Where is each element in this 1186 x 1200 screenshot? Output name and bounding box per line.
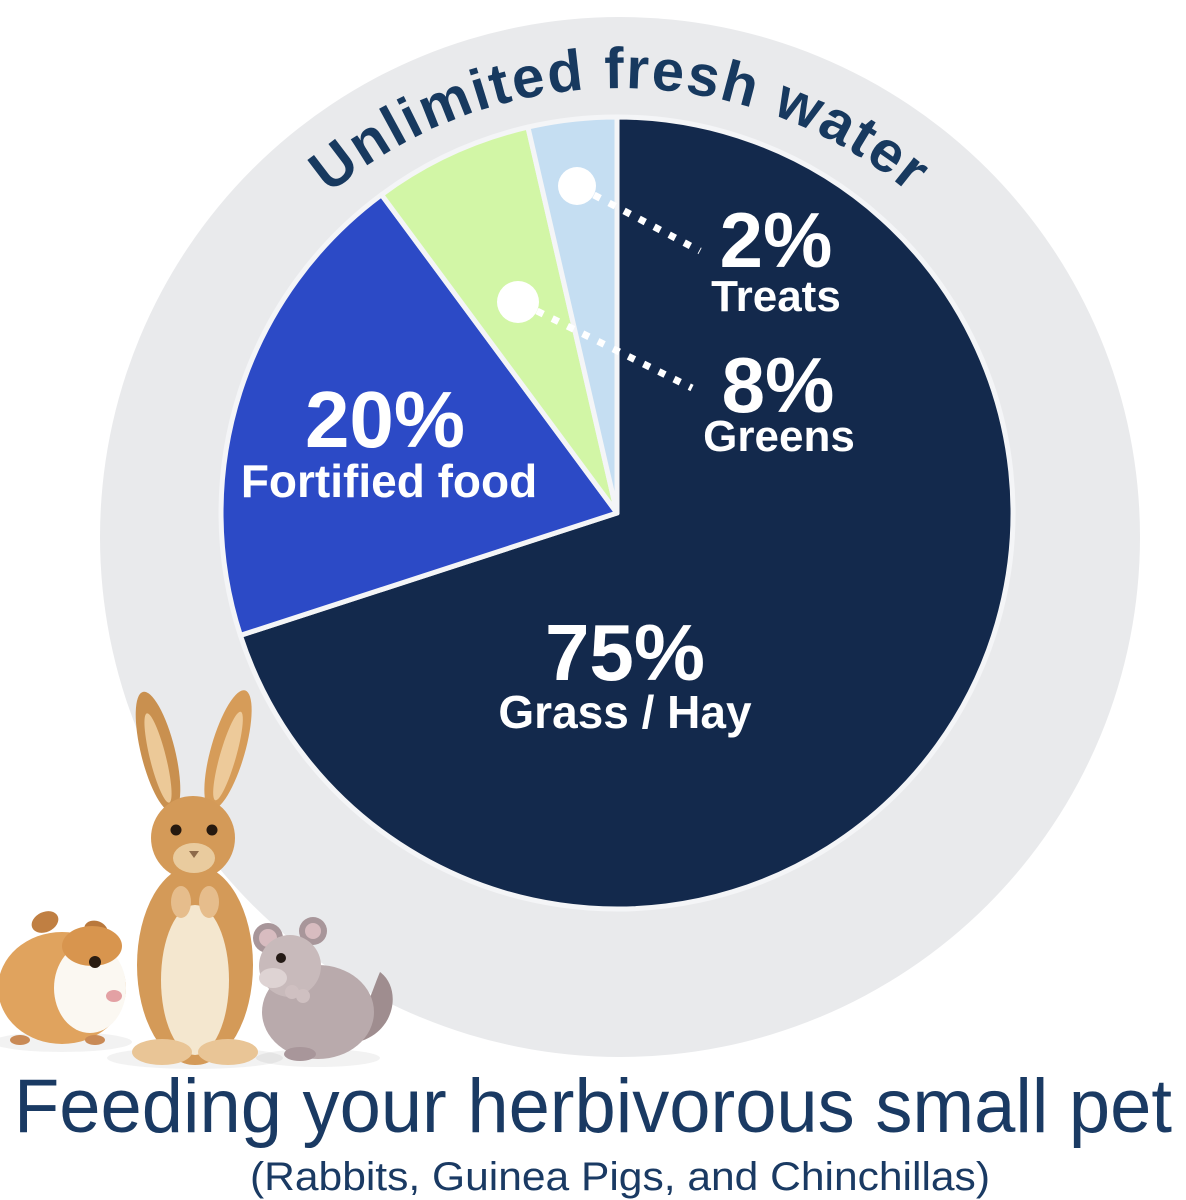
fortified-name-label: Fortified food: [241, 455, 537, 507]
callout-dot-treats: [558, 167, 596, 205]
treats-pct-label: 2%: [720, 196, 833, 284]
chinchilla-eye: [276, 953, 286, 963]
treats-name-label: Treats: [711, 272, 841, 321]
guinea-pig-head-top: [62, 926, 122, 966]
guinea-pig-foot: [10, 1035, 30, 1045]
slice-labels: 2% Treats 8% Greens 20% Fortified food 7…: [241, 196, 855, 738]
rabbit-ear-left-inner: [144, 713, 172, 803]
chinchilla-paw-right: [296, 989, 310, 1003]
chinchilla-muzzle: [259, 968, 287, 988]
chinchilla-ear-right-inner: [305, 923, 321, 939]
rabbit-ear-right-inner: [213, 711, 243, 801]
rabbit-belly: [161, 905, 229, 1055]
fortified-pct-label: 20%: [305, 375, 465, 464]
pie-slice-greens: [379, 124, 620, 516]
pie-slice-fortified-food: [218, 192, 620, 638]
guinea-pig-illustration: [0, 911, 126, 1045]
callout-treats: [558, 167, 702, 255]
grass-hay-name-label: Grass / Hay: [498, 686, 752, 738]
chinchilla-foot: [284, 1047, 316, 1061]
rabbit-eye-left: [170, 824, 182, 836]
callout-dot-greens: [497, 281, 539, 323]
rabbit-foot-left: [132, 1039, 192, 1065]
pie-chart: [218, 114, 1016, 912]
rabbit-illustration: [132, 690, 258, 1065]
callout-leader-treats: [592, 191, 702, 255]
rabbit-foot-right: [198, 1039, 258, 1065]
pie-slice-treats: [525, 114, 620, 516]
callout-leader-greens: [535, 307, 694, 392]
rabbit-paw-right: [199, 886, 219, 918]
guinea-pig-nose: [106, 990, 122, 1002]
callout-greens: [497, 281, 694, 392]
chinchilla-illustration: [253, 917, 393, 1061]
footer-subheadline: (Rabbits, Guinea Pigs, and Chinchillas): [250, 1155, 990, 1199]
greens-pct-label: 8%: [722, 341, 835, 429]
animal-illustrations: [0, 690, 393, 1069]
guinea-pig-foot-front: [85, 1035, 105, 1045]
guinea-pig-eye: [89, 956, 101, 968]
greens-name-label: Greens: [703, 412, 855, 461]
grass-hay-pct-label: 75%: [545, 608, 705, 697]
rabbit-paw-left: [171, 886, 191, 918]
pie-slice-grass-hay: [237, 114, 1016, 912]
guinea-pig-ear-left: [31, 911, 59, 933]
rabbit-eye-right: [206, 824, 218, 836]
rabbit-nose: [189, 851, 199, 858]
footer-headline: Feeding your herbivorous small pet: [14, 1064, 1172, 1149]
guinea-pig-face-blaze: [54, 943, 126, 1033]
chinchilla-paw-left: [285, 985, 299, 999]
